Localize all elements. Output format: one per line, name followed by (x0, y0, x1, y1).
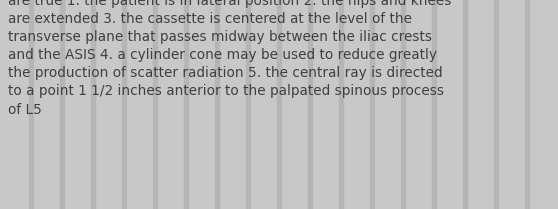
Bar (308, 0, 312, 209)
Bar (432, 0, 436, 209)
Bar (91, 0, 95, 209)
Text: for a lateral projection of L5-s1 which of the following statements
are true 1. : for a lateral projection of L5-s1 which … (8, 0, 456, 117)
Bar (370, 0, 374, 209)
Bar (215, 0, 219, 209)
Bar (339, 0, 343, 209)
Bar (525, 0, 529, 209)
Bar (29, 0, 33, 209)
Bar (60, 0, 64, 209)
Bar (122, 0, 126, 209)
Bar (153, 0, 157, 209)
Bar (184, 0, 188, 209)
Bar (401, 0, 405, 209)
Bar (246, 0, 250, 209)
Bar (494, 0, 498, 209)
Bar (277, 0, 281, 209)
Bar (463, 0, 467, 209)
